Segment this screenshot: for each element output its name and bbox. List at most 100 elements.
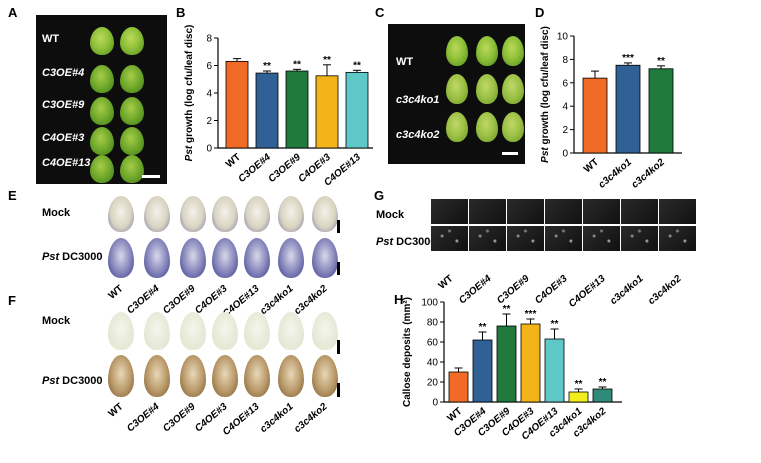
leaf-image <box>90 97 114 125</box>
y-axis-label: Pst growth (log cfu/leaf disc) <box>184 25 195 162</box>
panel-c-row-label: c3c4ko1 <box>396 94 440 106</box>
pst-micrograph <box>507 226 544 251</box>
stained-leaf-image <box>144 238 170 278</box>
y-tick-label: 40 <box>427 358 439 369</box>
y-tick-label: 0 <box>562 149 568 160</box>
panel-a-photo: WT C3OE#4 C3OE#9 C4OE#3 C4OE#13 <box>36 15 167 184</box>
y-tick-label: 80 <box>427 318 439 329</box>
stained-leaf-image <box>312 196 338 232</box>
leaf-image <box>90 65 114 93</box>
category-label: c3c4ko1 <box>597 157 635 191</box>
stained-leaf-image <box>108 312 134 350</box>
mock-micrograph <box>507 199 544 224</box>
y-tick-label: 2 <box>206 116 212 127</box>
panel-g-mock-label: Mock <box>376 209 405 221</box>
panel-label-b: B <box>176 5 186 20</box>
bar <box>448 371 469 403</box>
pst-micrograph <box>469 226 506 251</box>
bar <box>582 77 608 154</box>
scale-bar <box>337 262 340 275</box>
significance-label: ** <box>599 377 607 388</box>
stained-leaf-image <box>212 355 238 397</box>
stained-leaf-image <box>144 196 170 232</box>
panel-label-e: E <box>8 188 17 203</box>
stained-leaf-image <box>212 196 238 232</box>
y-tick-label: 6 <box>562 78 568 89</box>
bar <box>568 391 589 403</box>
panel-a-row-label: C3OE#9 <box>42 99 85 111</box>
bar <box>615 64 641 154</box>
stained-leaf-image <box>108 355 134 397</box>
stained-leaf-image <box>144 355 170 397</box>
leaf-image <box>502 112 524 142</box>
stained-leaf-image <box>212 312 238 350</box>
stained-leaf-image <box>212 238 238 278</box>
mock-micrograph <box>659 199 696 224</box>
panel-e-pst-label: Pst DC3000 <box>42 251 103 263</box>
panel-label-h: H <box>394 292 404 307</box>
leaf-image <box>476 74 498 104</box>
panel-label-a: A <box>8 5 18 20</box>
scale-bar <box>337 340 340 354</box>
panel-label-c: C <box>375 5 385 20</box>
bar <box>496 325 517 403</box>
y-tick-label: 8 <box>206 34 212 45</box>
y-tick-label: 60 <box>427 338 439 349</box>
significance-label: ** <box>263 61 271 72</box>
stained-leaf-image <box>278 355 304 397</box>
category-label: WT <box>582 157 601 175</box>
bar <box>285 70 309 149</box>
bar <box>315 75 339 149</box>
y-tick-label: 100 <box>421 298 438 309</box>
leaf-image <box>120 97 144 125</box>
bar <box>345 71 369 149</box>
stained-leaf-image <box>278 312 304 350</box>
significance-label: ** <box>575 379 583 390</box>
panel-c-row-label: c3c4ko2 <box>396 129 440 141</box>
leaf-image <box>90 127 114 155</box>
stained-leaf-image <box>244 196 270 232</box>
pst-micrograph <box>621 226 658 251</box>
scale-bar <box>502 152 518 155</box>
y-tick-label: 4 <box>562 102 568 113</box>
mock-micrograph <box>621 199 658 224</box>
stained-leaf-image <box>180 312 206 350</box>
category-label: C3OE#9 <box>266 152 303 185</box>
significance-label: ** <box>293 59 301 70</box>
pst-micrograph <box>583 226 620 251</box>
stained-leaf-image <box>244 355 270 397</box>
bar <box>225 60 249 149</box>
panel-g-pst-label: Pst DC3000 <box>376 236 437 248</box>
category-label: c3c4ko2 <box>630 157 668 191</box>
significance-label: ** <box>323 55 331 66</box>
stained-leaf-image <box>108 196 134 232</box>
y-axis-label: Pst growth (log cfu/leaf disc) <box>540 26 551 163</box>
leaf-image <box>120 155 144 183</box>
leaf-image <box>120 127 144 155</box>
panel-a-row-label: C4OE#13 <box>42 157 91 169</box>
leaf-image <box>446 112 468 142</box>
panel-e-mock-label: Mock <box>42 207 71 219</box>
chart-b: 0 2 4 6 8 Pst growth (log cfu/leaf disc) WT ** C… <box>184 25 373 189</box>
y-tick-label: 0 <box>432 398 438 409</box>
leaf-image <box>502 36 524 66</box>
leaf-image <box>446 36 468 66</box>
leaf-image <box>120 65 144 93</box>
significance-label: ** <box>353 60 361 71</box>
bar <box>592 388 613 403</box>
bar <box>520 323 541 403</box>
pst-micrograph <box>545 226 582 251</box>
stained-leaf-image <box>278 238 304 278</box>
panel-label-d: D <box>535 5 545 20</box>
stained-leaf-image <box>108 238 134 278</box>
significance-label: ** <box>503 304 511 315</box>
panel-f-mock-label: Mock <box>42 315 71 327</box>
panel-c-photo: WT c3c4ko1 c3c4ko2 <box>388 24 525 164</box>
leaf-image <box>446 74 468 104</box>
pst-micrograph <box>659 226 696 251</box>
panel-a-row-label: C4OE#3 <box>42 132 85 144</box>
category-label: C3OE#4 <box>236 152 273 185</box>
panel-label-f: F <box>8 293 16 308</box>
category-label: WT <box>224 152 243 170</box>
